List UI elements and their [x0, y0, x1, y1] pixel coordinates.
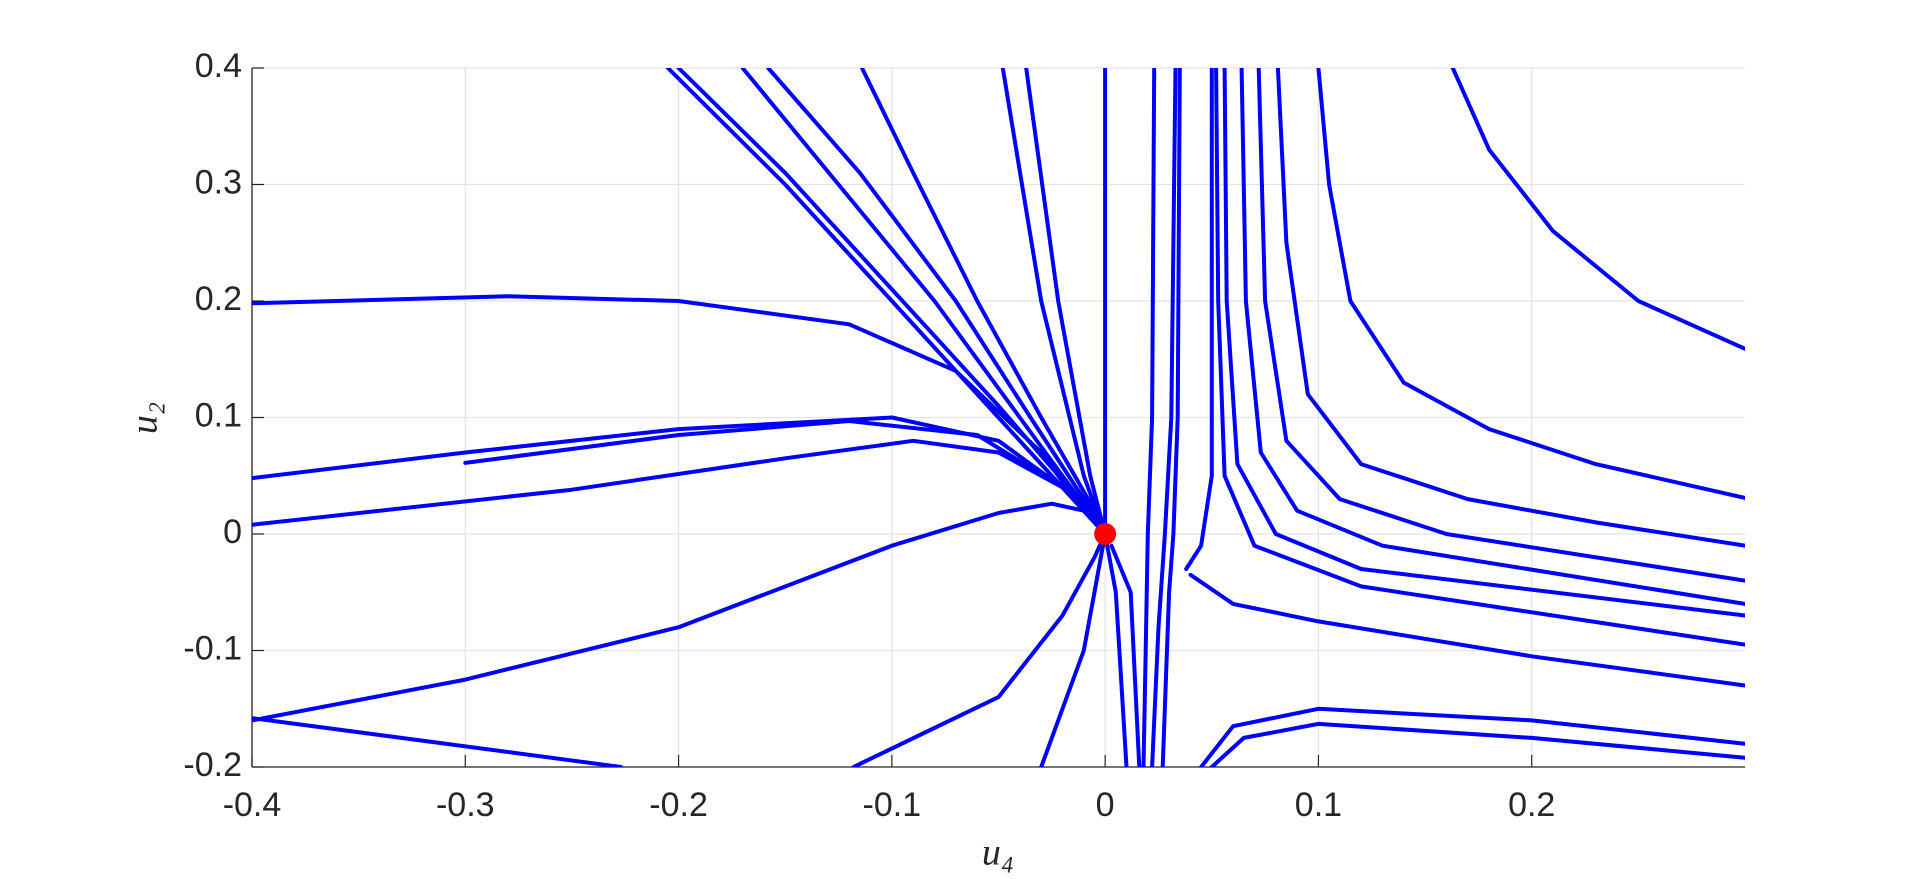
trajectory [1239, 68, 1745, 606]
y-axis-label: u₂ [124, 402, 166, 434]
trajectory [252, 716, 623, 767]
trajectory [1214, 68, 1745, 647]
trajectory [1184, 68, 1214, 571]
y-tick-label: -0.2 [183, 746, 242, 784]
trajectory [740, 68, 1108, 536]
trajectory [1109, 543, 1142, 767]
y-tick-label: 0.1 [195, 396, 242, 434]
y-tick-label: 0.3 [195, 163, 242, 201]
trajectory [1160, 68, 1182, 767]
x-tick-label: -0.2 [649, 786, 708, 824]
trajectory [851, 532, 1108, 767]
y-tick-label: 0 [223, 513, 242, 551]
trajectory [1039, 532, 1108, 767]
x-tick-label: 0.2 [1508, 786, 1555, 824]
trajectory [860, 68, 1108, 536]
x-tick-label: -0.3 [436, 786, 495, 824]
equilibrium-point [1094, 523, 1117, 545]
y-tick-label: 0.2 [195, 280, 242, 318]
trajectory [1275, 68, 1745, 548]
x-tick-label: -0.4 [223, 786, 282, 824]
y-tick-label: -0.1 [183, 629, 242, 667]
trajectory [1103, 532, 1129, 767]
trajectory [1000, 68, 1108, 536]
trajectory [766, 68, 1108, 536]
plot-area [252, 68, 1745, 767]
trajectory [1188, 572, 1745, 688]
x-tick-label: -0.1 [863, 786, 922, 824]
trajectory [1199, 706, 1745, 767]
y-tick-label: 0.4 [195, 47, 242, 85]
trajectory [1150, 68, 1178, 767]
trajectory [665, 68, 1108, 536]
trajectory [252, 501, 1108, 723]
trajectory [1024, 68, 1108, 536]
x-tick-label: 0 [1096, 786, 1115, 824]
x-axis-label: u₄ [982, 832, 1014, 874]
trajectory [1209, 721, 1745, 767]
trajectory [1450, 68, 1745, 351]
trajectory [463, 419, 1108, 536]
trajectory [1222, 68, 1745, 618]
trajectory [1316, 68, 1745, 500]
trajectory [1141, 68, 1157, 767]
trajectory [1256, 68, 1745, 583]
x-tick-label: 0.1 [1295, 786, 1342, 824]
